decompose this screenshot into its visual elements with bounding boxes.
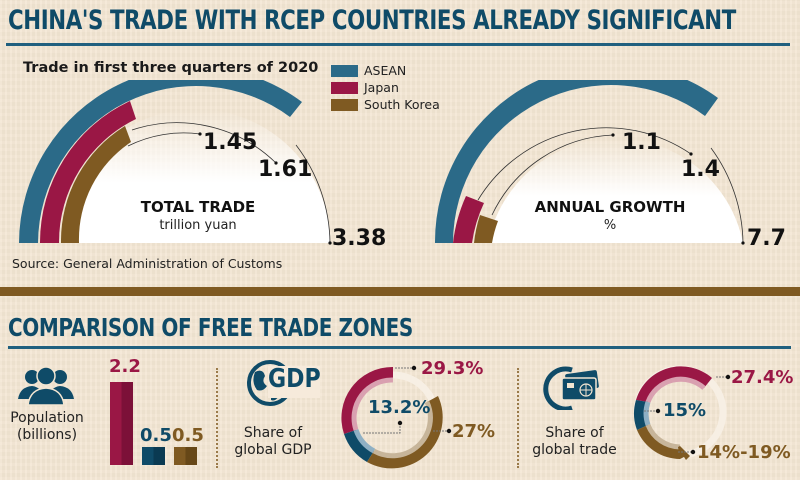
population-label-line1: Population <box>10 410 84 426</box>
legend-swatch-asean <box>331 64 358 77</box>
annual-growth-unit: % <box>603 218 617 233</box>
legend-swatch-japan <box>331 81 358 94</box>
trade-label-line2: global trade <box>532 442 617 458</box>
legend-label: South Korea <box>364 97 440 112</box>
population-bar-rcep <box>110 382 133 465</box>
gdp-blue-value: 13.2% <box>368 397 431 418</box>
gdp-icon-label-bg <box>268 366 320 398</box>
population-blue-value: 0.5 <box>140 425 172 446</box>
trade-label: Share of global trade <box>527 425 622 459</box>
legend-label: Japan <box>364 80 399 95</box>
legend-item-south-korea: South Korea <box>331 96 440 113</box>
source-note: Source: General Administration of Custom… <box>12 256 283 271</box>
legend-item-japan: Japan <box>331 79 440 96</box>
credit-card-icon <box>543 366 599 410</box>
total-trade-japan-value: 1.61 <box>258 157 313 182</box>
gdp-donut-chart <box>341 365 452 469</box>
total-trade-chart <box>19 80 332 245</box>
gdp-rcep-value: 29.3% <box>421 358 484 379</box>
population-label-line2: (billions) <box>16 427 78 443</box>
bottom-title-divider <box>8 346 791 349</box>
bottom-title: COMPARISON OF FREE TRADE ZONES <box>8 313 413 342</box>
section-divider <box>0 287 800 296</box>
gdp-label: Share of global GDP <box>228 425 318 459</box>
gdp-label-line2: global GDP <box>234 442 312 458</box>
trade-donut-chart <box>633 365 731 460</box>
annual-growth-chart <box>434 80 745 245</box>
title-divider <box>6 43 790 46</box>
legend-label: ASEAN <box>364 63 407 78</box>
population-bar-brown <box>174 447 197 465</box>
separator-1 <box>216 368 218 468</box>
population-label: Population (billions) <box>4 410 90 444</box>
trade-rcep-value: 27.4% <box>731 367 794 388</box>
separator-2 <box>517 368 519 468</box>
main-title: CHINA'S TRADE WITH RCEP COUNTRIES ALREAD… <box>8 5 736 36</box>
total-trade-south-korea-value: 1.45 <box>203 130 258 155</box>
annual-growth-south-korea-value: 1.1 <box>622 130 661 155</box>
total-trade-unit: trillion yuan <box>159 218 237 233</box>
legend: ASEAN Japan South Korea <box>331 62 440 113</box>
trade-brown-value: 14%-19% <box>697 442 791 463</box>
annual-growth-japan-value: 1.4 <box>681 157 720 182</box>
legend-swatch-south-korea <box>331 98 358 111</box>
population-brown-value: 0.5 <box>172 425 204 446</box>
top-subtitle: Trade in first three quarters of 2020 <box>23 60 319 76</box>
trade-label-line1: Share of <box>545 425 604 441</box>
total-trade-asean-value: 3.38 <box>332 226 387 251</box>
population-bar-blue <box>142 447 165 465</box>
gdp-label-line1: Share of <box>243 425 303 441</box>
annual-growth-title: ANNUAL GROWTH <box>534 198 686 216</box>
legend-item-asean: ASEAN <box>331 62 440 79</box>
trade-blue-value: 15% <box>663 400 707 421</box>
annual-growth-asean-value: 7.7 <box>747 226 786 251</box>
gdp-icon-text: GDP <box>268 364 321 394</box>
gdp-brown-value: 27% <box>452 421 496 442</box>
total-trade-title: TOTAL TRADE <box>140 198 256 216</box>
people-icon <box>18 366 74 406</box>
population-rcep-value: 2.2 <box>109 356 141 377</box>
